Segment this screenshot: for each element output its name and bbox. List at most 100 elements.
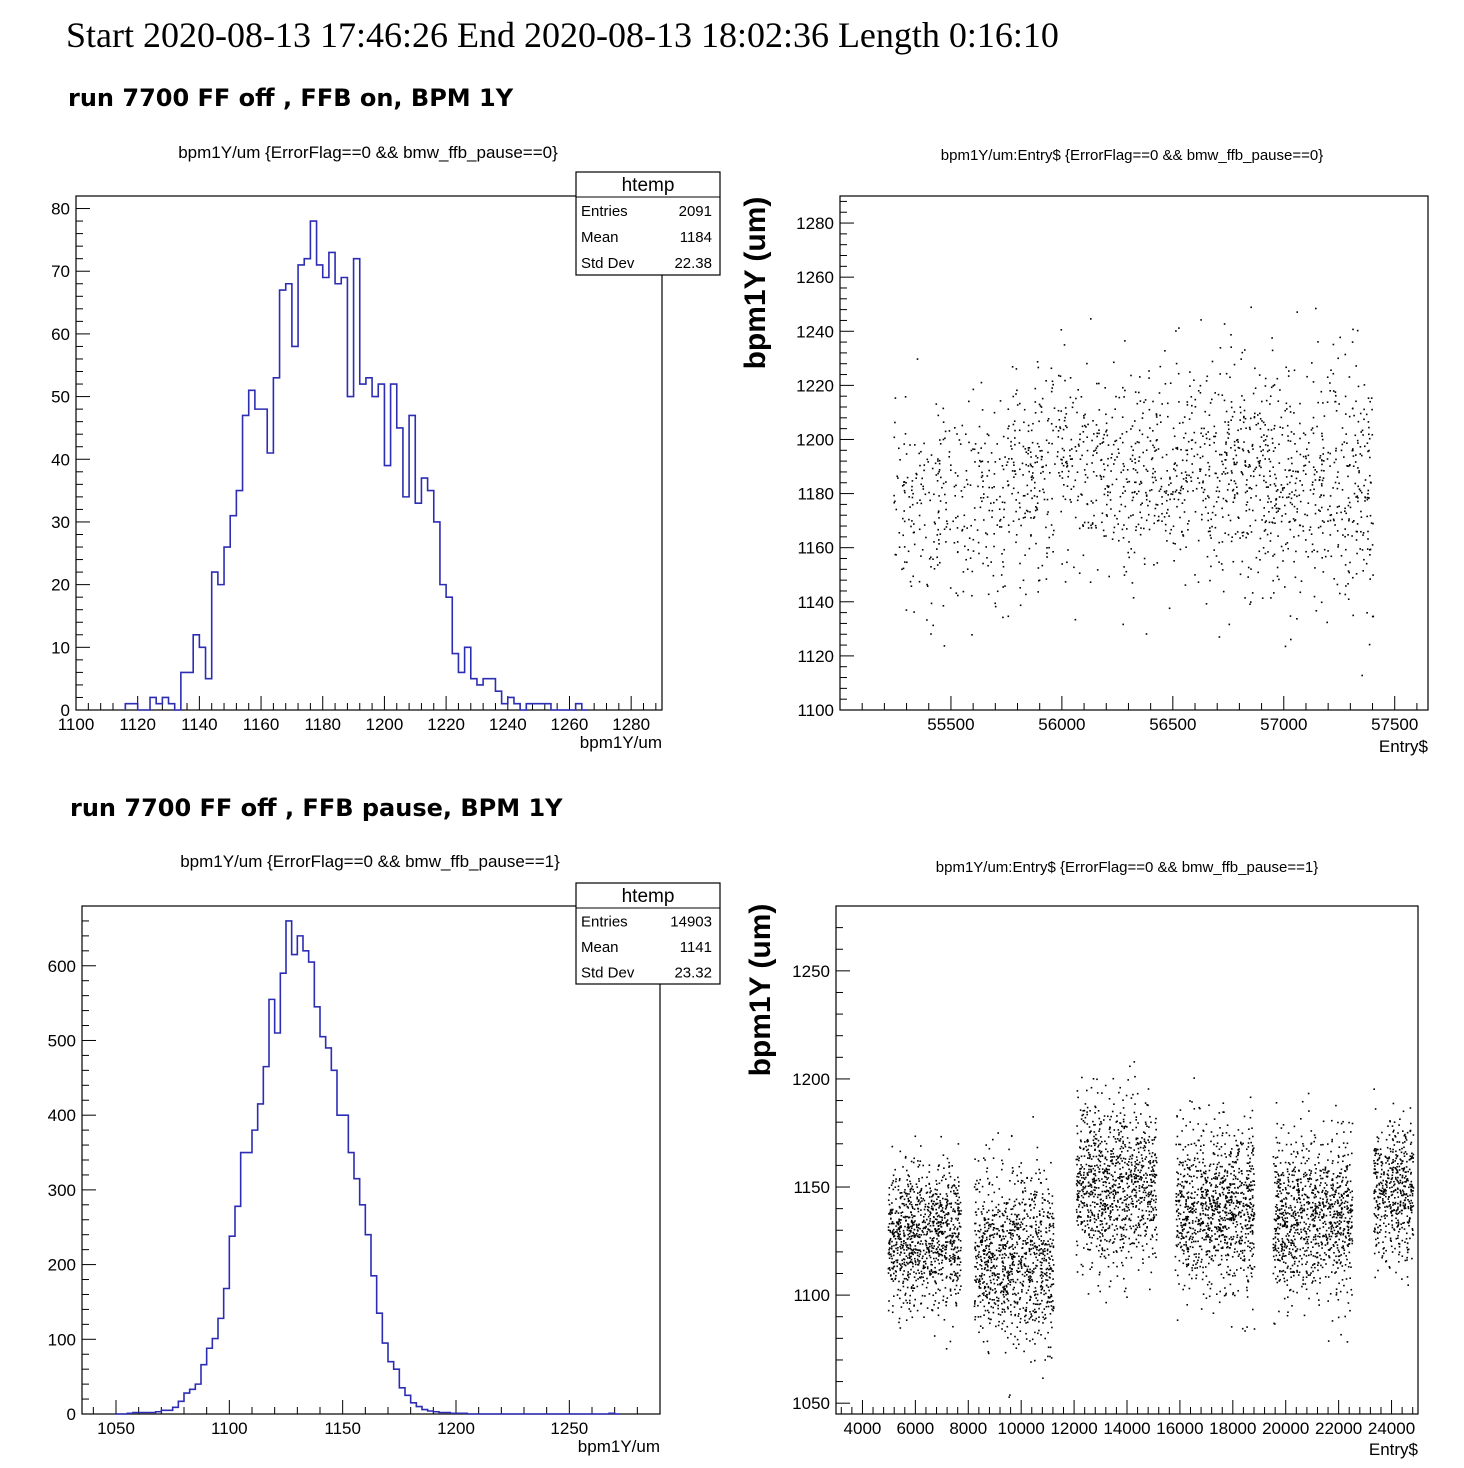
scatter-point: [1101, 1223, 1104, 1225]
scatter-point: [1035, 1264, 1037, 1267]
scatter-point: [1050, 1215, 1053, 1218]
scatter-point: [1004, 1288, 1006, 1290]
scatter-point: [1010, 1310, 1012, 1313]
scatter-point: [1120, 471, 1122, 474]
scatter-point: [903, 1258, 906, 1261]
scatter-point: [1006, 1275, 1009, 1278]
scatter-point: [941, 1207, 944, 1209]
scatter-point: [1183, 437, 1185, 439]
scatter-point: [920, 1270, 923, 1273]
scatter-point: [911, 1221, 914, 1224]
scatter-point: [1327, 550, 1329, 552]
scatter-point: [1044, 1250, 1046, 1253]
scatter-point: [1012, 461, 1015, 464]
scatter-point: [987, 1286, 990, 1289]
scatter-point: [905, 1249, 908, 1251]
scatter-point: [1083, 1220, 1086, 1222]
scatter-point: [1010, 1279, 1012, 1281]
scatter-point: [1034, 1294, 1036, 1297]
scatter-point: [996, 1176, 998, 1178]
scatter-point: [1112, 1178, 1114, 1181]
scatter-point: [1140, 480, 1142, 483]
scatter-point: [992, 1255, 994, 1258]
scatter-point: [1336, 512, 1338, 514]
scatter-point: [1083, 415, 1085, 417]
scatter-point: [1082, 1202, 1085, 1205]
scatter-point: [1032, 1319, 1034, 1321]
scatter-point: [988, 1147, 991, 1150]
scatter-point: [1078, 527, 1081, 530]
scatter-point: [1097, 1285, 1100, 1287]
scatter-point: [887, 1199, 890, 1201]
scatter-point: [953, 1239, 955, 1242]
scatter-point: [1046, 1216, 1049, 1219]
scatter-point: [982, 1249, 984, 1252]
scatter-point: [1135, 1156, 1138, 1158]
scatter-point: [920, 1189, 923, 1191]
scatter-point: [1049, 1238, 1052, 1240]
scatter-point: [1150, 1121, 1152, 1124]
scatter-point: [1173, 468, 1175, 470]
scatter-point: [932, 1247, 935, 1250]
scatter-point: [1344, 353, 1347, 356]
scatter-point: [1058, 419, 1061, 421]
scatter-point: [1093, 1234, 1095, 1236]
scatter-point: [1335, 447, 1337, 450]
scatter-point: [1233, 480, 1236, 482]
chart-title: bpm1Y/um:Entry$ {ErrorFlag==0 && bmw_ffb…: [941, 147, 1323, 164]
scatter-point: [958, 1257, 961, 1260]
scatter-point: [1139, 533, 1142, 536]
scatter-point: [1097, 1217, 1100, 1219]
scatter-point: [1193, 431, 1196, 434]
scatter-point: [1324, 555, 1327, 558]
scatter-point: [1145, 1210, 1148, 1212]
scatter-point: [979, 1325, 982, 1327]
scatter-point: [940, 1253, 943, 1256]
scatter-point: [956, 1203, 959, 1205]
scatter-point: [1066, 426, 1068, 429]
scatter-point: [1036, 457, 1039, 459]
scatter-point: [1086, 1190, 1088, 1193]
scatter-point: [1037, 1332, 1039, 1335]
scatter-point: [1151, 1152, 1154, 1154]
scatter-point: [1137, 1169, 1140, 1172]
scatter-point: [1055, 425, 1057, 428]
scatter-point: [1345, 548, 1347, 551]
scatter-point: [1094, 1193, 1096, 1196]
scatter-point: [1114, 1190, 1116, 1192]
scatter-point: [990, 452, 993, 454]
scatter-point: [1310, 429, 1313, 431]
scatter-point: [1088, 1157, 1091, 1160]
scatter-point: [1041, 1202, 1044, 1204]
scatter-point: [902, 1282, 904, 1284]
scatter-point: [934, 1218, 937, 1220]
scatter-point: [1079, 433, 1081, 435]
scatter-point: [1132, 1183, 1135, 1185]
scatter-point: [1094, 1124, 1096, 1126]
scatter-point: [989, 1243, 991, 1245]
scatter-point: [1080, 1194, 1083, 1197]
scatter-point: [929, 1218, 932, 1220]
scatter-point: [1082, 1113, 1085, 1116]
scatter-point: [891, 1145, 894, 1148]
scatter-point: [1251, 443, 1254, 446]
scatter-point: [1005, 1203, 1008, 1205]
scatter-point: [983, 1249, 985, 1251]
scatter-point: [1052, 1226, 1055, 1229]
scatter-point: [1010, 1333, 1012, 1335]
scatter-point: [1316, 550, 1319, 553]
scatter-point: [926, 1266, 929, 1268]
scatter-point: [1355, 496, 1357, 498]
scatter-point: [1013, 1252, 1016, 1254]
scatter-point: [1099, 1123, 1101, 1126]
scatter-point: [1094, 1201, 1096, 1204]
scatter-point: [1363, 558, 1365, 561]
scatter-point: [1035, 1194, 1038, 1196]
scatter-point: [1102, 475, 1105, 478]
scatter-point: [1029, 1240, 1032, 1243]
scatter-point: [976, 1278, 978, 1281]
scatter-point: [1132, 514, 1134, 516]
scatter-point: [1134, 1161, 1137, 1163]
scatter-point: [1131, 454, 1134, 457]
